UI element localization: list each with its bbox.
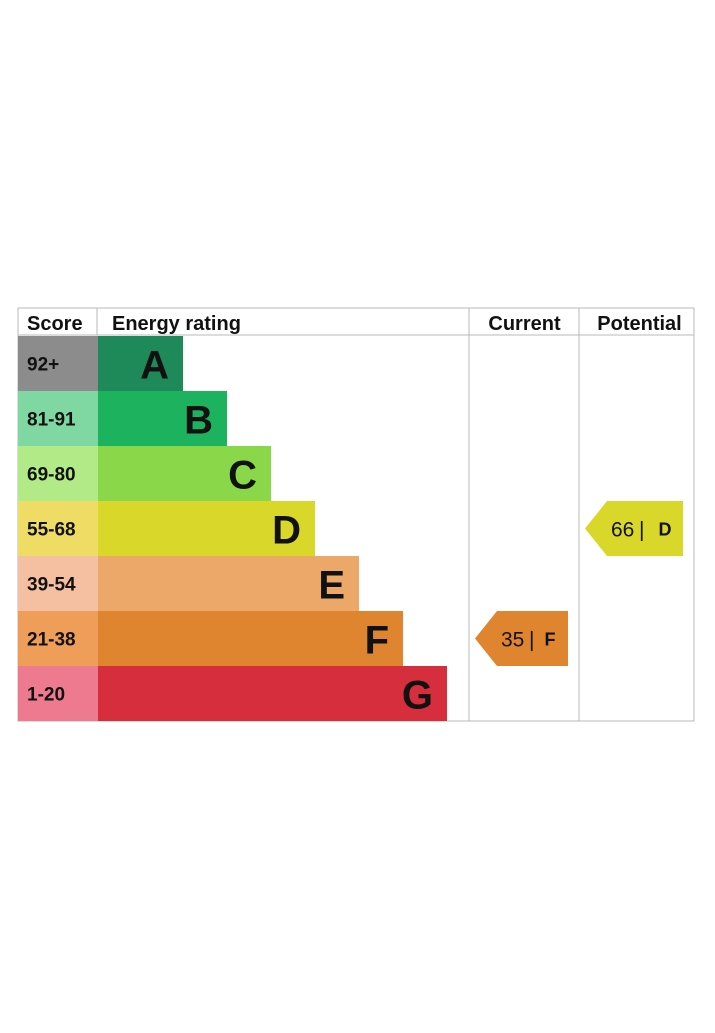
rating-bands: 92+ A 81-91 B 69-80 C 55-68 D 39-54 E 21-38 F 1-20 G — [18, 336, 447, 721]
score-cell-b — [18, 391, 98, 446]
score-range-g: 1-20 — [27, 685, 65, 706]
score-range-b: 81-91 — [27, 410, 76, 431]
rating-bar-g — [98, 666, 447, 721]
score-cell-a — [18, 336, 98, 391]
score-cell-f — [18, 611, 98, 666]
score-cell-c — [18, 446, 98, 501]
rating-letter-e: E — [318, 564, 345, 608]
potential-rating-value: 66 — [611, 519, 634, 542]
potential-header: Potential — [597, 313, 681, 335]
potential-rating-separator: | — [639, 519, 644, 542]
current-rating-value: 35 — [501, 629, 524, 652]
score-cell-d — [18, 501, 98, 556]
rating-bar-f — [98, 611, 403, 666]
column-headers: Score Energy rating Current Potential — [27, 313, 682, 335]
potential-rating-arrow — [585, 501, 683, 556]
rating-letter-f: F — [365, 619, 389, 663]
score-range-d: 55-68 — [27, 520, 76, 541]
current-rating-arrow — [475, 611, 568, 666]
rating-letter-b: B — [184, 399, 213, 443]
score-range-a: 92+ — [27, 355, 59, 376]
current-header: Current — [488, 313, 561, 335]
score-header: Score — [27, 313, 83, 335]
current-rating-letter: F — [545, 630, 556, 650]
rating-bar-d — [98, 501, 315, 556]
rating-letter-d: D — [272, 509, 301, 553]
score-range-e: 39-54 — [27, 575, 76, 596]
rating-letter-g: G — [402, 674, 433, 718]
score-range-f: 21-38 — [27, 630, 76, 651]
score-cell-g — [18, 666, 98, 721]
potential-rating-letter: D — [659, 520, 672, 540]
rating-bar-e — [98, 556, 359, 611]
score-range-c: 69-80 — [27, 465, 76, 486]
energy-rating-header: Energy rating — [112, 313, 241, 335]
rating-bar-a — [98, 336, 183, 391]
rating-letter-c: C — [228, 454, 257, 498]
current-rating-separator: | — [529, 629, 534, 652]
rating-bar-b — [98, 391, 227, 446]
rating-bar-c — [98, 446, 271, 501]
score-cell-e — [18, 556, 98, 611]
rating-letter-a: A — [140, 344, 169, 388]
rating-arrows: 35 | F66 | D — [475, 501, 683, 666]
